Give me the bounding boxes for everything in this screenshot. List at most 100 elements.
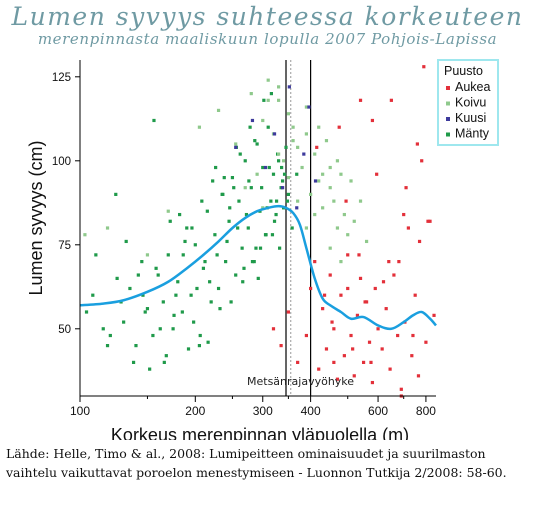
point-koivu [324,139,329,143]
point-koivu [145,253,150,257]
point-mänty [172,313,176,317]
point-mänty [225,239,229,244]
point-koivu [328,165,332,170]
point-kuusi [302,152,306,156]
point-mänty [201,266,206,270]
point-mänty [193,243,197,247]
point-koivu [277,98,281,102]
point-aukea [352,374,356,378]
point-aukea [389,98,393,102]
point-mänty [166,253,170,257]
point-kuusi [272,132,277,136]
point-mänty [195,286,199,291]
point-aukea [432,313,436,317]
point-mänty [206,340,210,344]
point-mänty [213,233,217,237]
point-aukea [426,219,430,223]
point-mänty [174,293,178,297]
point-aukea [358,98,363,102]
point-mänty [285,199,290,203]
point-aukea [402,212,406,217]
legend-swatch [446,132,450,137]
point-mänty [183,239,187,244]
point-mänty [252,260,256,264]
point-mänty [162,360,166,364]
point-mänty [240,246,244,250]
point-mänty [164,354,168,358]
point-aukea [417,239,422,244]
point-mänty [200,199,204,203]
point-mänty [280,179,285,183]
point-mänty [145,307,150,311]
point-mänty [262,98,266,102]
point-mänty [154,266,158,270]
point-kuusi [263,165,268,170]
point-koivu [105,226,110,230]
point-aukea [317,367,321,371]
x-tick-label: 300 [253,404,273,418]
point-mänty [134,344,138,348]
point-mänty [242,266,246,270]
point-aukea [381,280,386,284]
point-mänty [208,280,212,284]
legend-entry: Mänty [455,127,490,141]
point-mänty [261,165,265,170]
point-koivu [304,226,308,230]
point-mänty [266,125,270,129]
point-aukea [416,374,421,378]
point-aukea [410,354,414,358]
point-mänty [185,226,189,230]
point-mänty [152,118,156,123]
point-mänty [274,199,279,203]
point-mänty [248,125,252,129]
point-kuusi [295,206,299,210]
point-aukea [369,360,373,364]
point-kuusi [280,186,285,190]
point-koivu [317,125,321,129]
point-aukea [424,340,428,344]
point-aukea [358,276,363,280]
point-aukea [376,327,380,331]
point-aukea [415,142,419,146]
point-koivu [317,179,321,183]
point-koivu [234,142,238,146]
point-mänty [241,280,245,284]
point-koivu [300,165,304,170]
point-mänty [171,327,175,331]
point-mänty [254,246,258,250]
point-koivu [352,219,356,223]
point-mänty [156,273,160,277]
point-koivu [216,108,221,112]
point-mänty [128,286,132,291]
point-mänty [151,333,155,338]
point-koivu [335,159,340,163]
point-mänty [101,327,105,331]
point-mänty [211,179,215,183]
point-koivu [286,112,290,116]
point-kuusi [234,145,238,149]
point-aukea [420,159,424,163]
point-aukea [397,260,401,264]
point-aukea [370,380,375,385]
point-koivu [166,209,170,213]
point-koivu [313,152,317,156]
point-mänty [286,192,290,196]
point-aukea [367,340,372,344]
point-aukea [322,293,327,297]
point-mänty [140,260,144,264]
point-aukea [373,286,377,291]
point-mänty [197,344,202,348]
point-aukea [313,260,317,264]
point-aukea [411,333,415,338]
point-mänty [141,293,145,297]
y-tick-label: 100 [52,156,71,168]
point-mänty [94,253,98,257]
point-mänty [203,260,207,264]
point-mänty [269,92,273,96]
point-mänty [260,186,264,190]
point-aukea [332,360,336,364]
point-aukea [363,300,367,304]
point-aukea [344,199,348,203]
y-tick-label: 125 [52,72,71,84]
point-koivu [335,226,340,230]
